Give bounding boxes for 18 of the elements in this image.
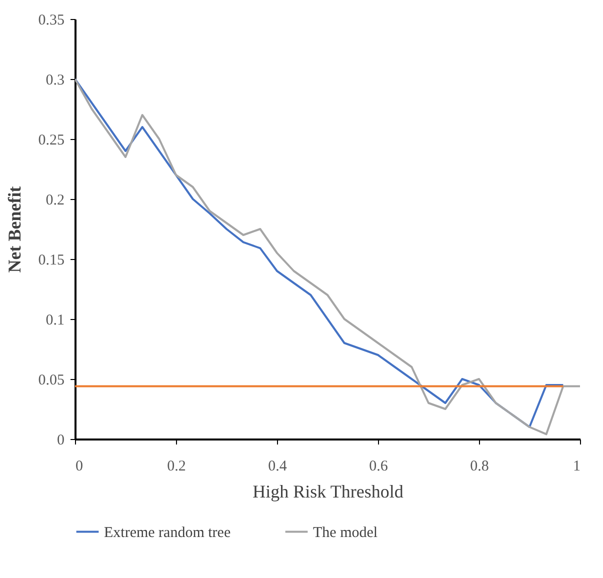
legend-label: The model — [313, 524, 378, 541]
y-tick-label: 0 — [57, 432, 64, 448]
x-axis-title: High Risk Threshold — [252, 482, 404, 502]
y-tick-label: 0.35 — [38, 12, 64, 28]
x-tick-label: 0.4 — [268, 458, 288, 474]
y-axis-title: Net Benefit — [4, 186, 24, 273]
y-tick-label: 0.2 — [46, 192, 64, 208]
legend-label: Extreme random tree — [104, 524, 231, 541]
y-tick-label: 0.05 — [38, 372, 64, 388]
x-tick-label: 0.2 — [167, 458, 186, 474]
y-tick-label: 0.15 — [38, 252, 64, 268]
y-tick-label: 0.3 — [46, 72, 64, 88]
y-tick-label: 0.25 — [38, 132, 64, 148]
y-tick-label: 0.1 — [46, 312, 64, 328]
x-tick-label: 0.8 — [470, 458, 489, 474]
x-tick-label: 0.6 — [369, 458, 388, 474]
x-tick-label: 0 — [76, 458, 83, 474]
x-tick-label: 1 — [573, 458, 580, 474]
